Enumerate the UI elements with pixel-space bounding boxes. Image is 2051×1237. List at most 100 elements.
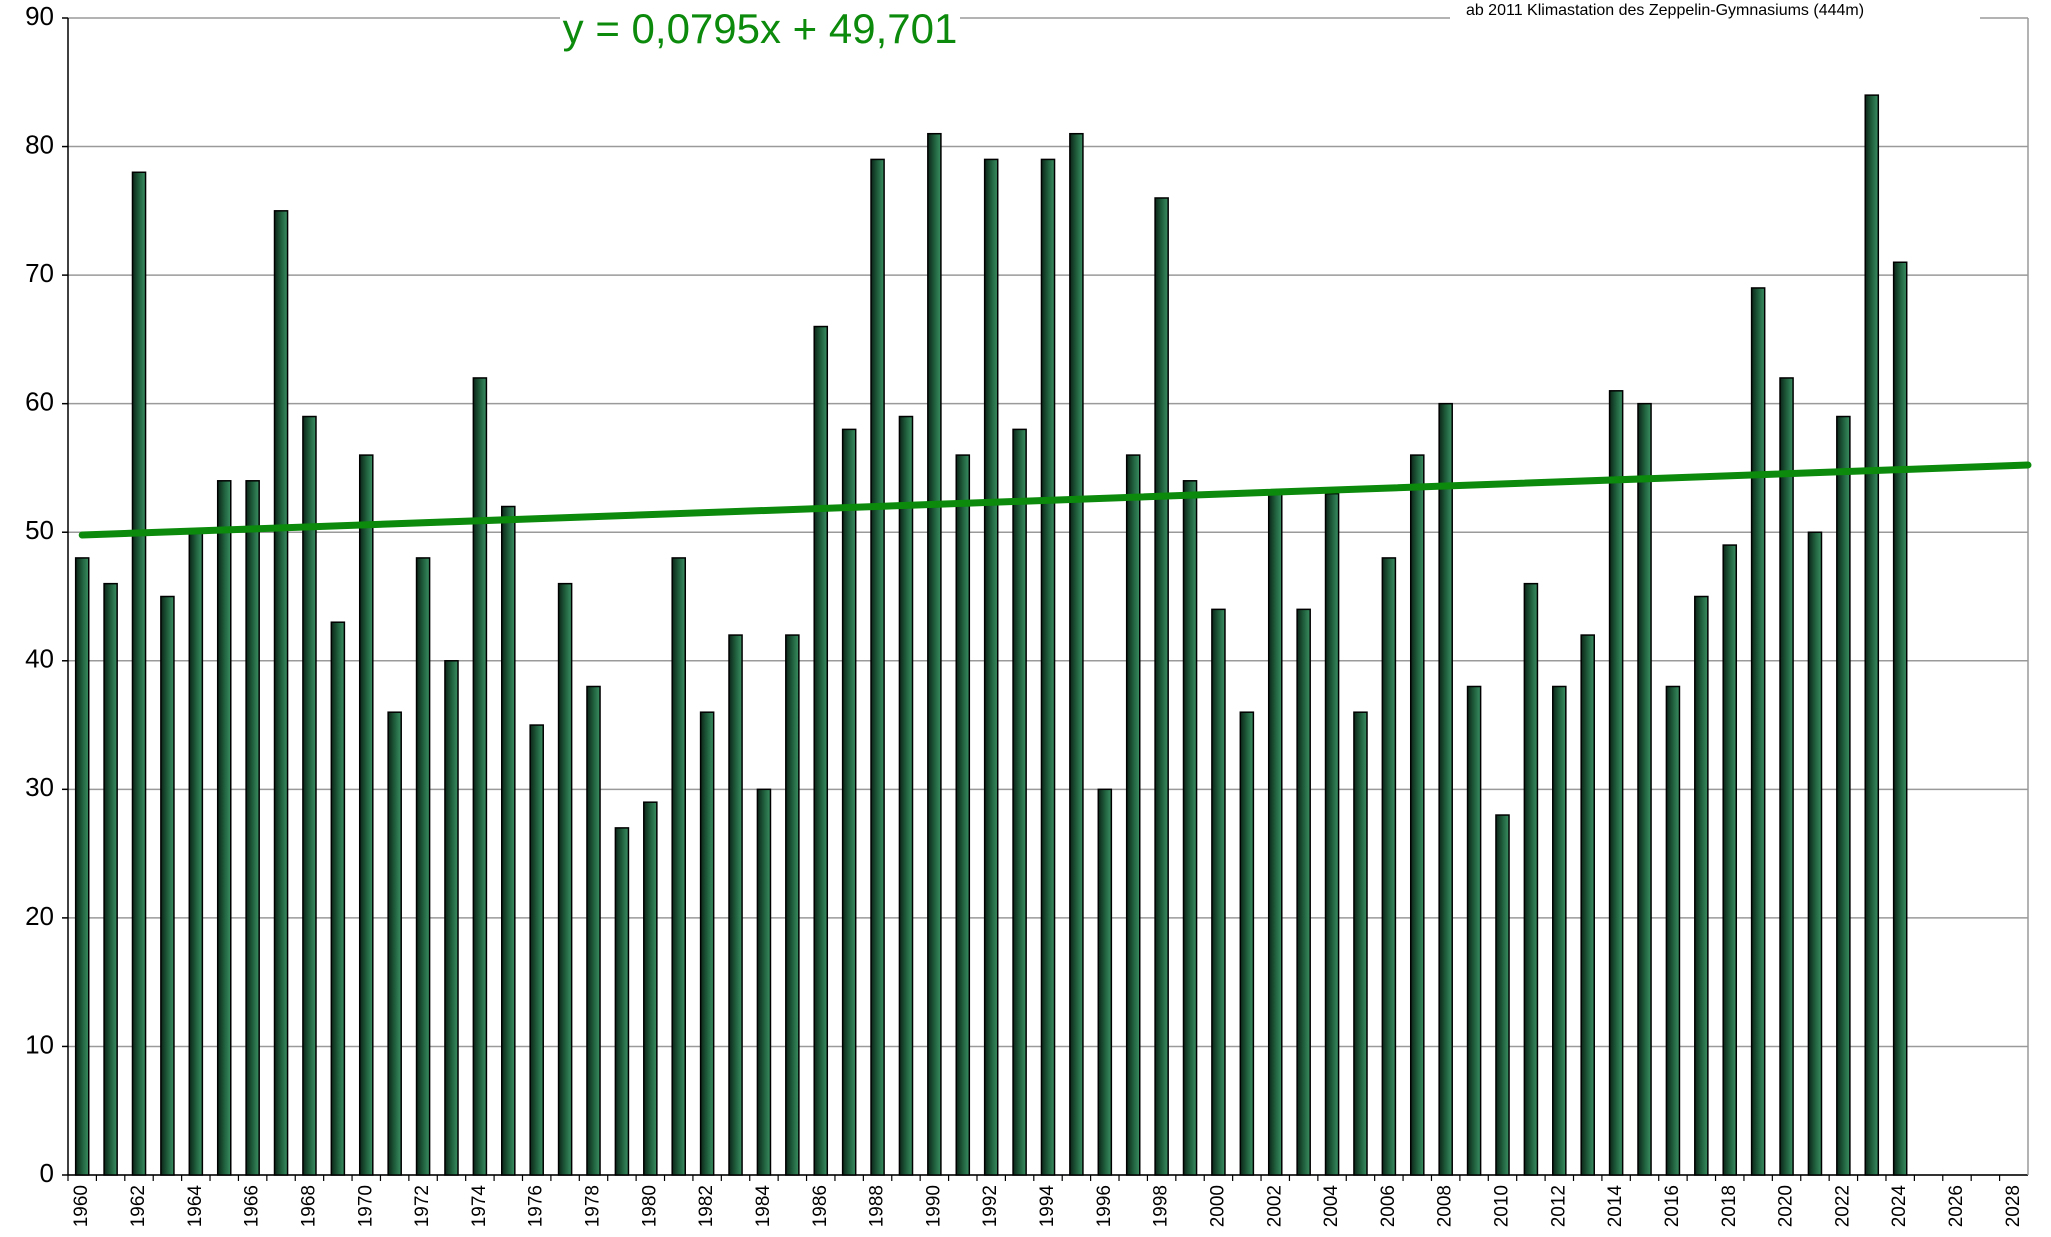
bars (74, 94, 1908, 1176)
x-tick-label: 1970 (355, 1185, 376, 1227)
y-tick-label: 50 (25, 515, 54, 545)
bar (131, 171, 147, 1176)
bar (1466, 685, 1482, 1176)
x-tick-label: 1964 (185, 1185, 206, 1228)
bar (728, 634, 743, 1176)
bar (1353, 711, 1368, 1176)
bar (1324, 492, 1340, 1176)
bar (586, 685, 601, 1176)
x-tick-label: 1974 (469, 1185, 490, 1228)
x-tick-label: 2014 (1605, 1185, 1626, 1228)
bar (785, 634, 800, 1176)
bar (1409, 454, 1425, 1176)
trendline-equation: y = 0,0795x + 49,701 (563, 5, 958, 52)
bar (983, 158, 999, 1176)
bar (614, 827, 630, 1176)
bar (841, 428, 857, 1176)
x-tick-label: 1962 (128, 1185, 149, 1227)
x-tick-label: 2000 (1207, 1185, 1228, 1227)
y-tick-label: 60 (25, 387, 54, 417)
x-tick-label: 1968 (298, 1185, 319, 1227)
bar (1523, 582, 1539, 1176)
bar (358, 454, 374, 1176)
bar (1069, 132, 1084, 1176)
bar (160, 595, 175, 1176)
bar (557, 582, 573, 1176)
bar (1779, 377, 1794, 1176)
bar (1608, 390, 1624, 1176)
bar (472, 377, 488, 1176)
bar (1722, 544, 1738, 1176)
bar (1267, 492, 1283, 1176)
x-tick-label: 2002 (1264, 1185, 1285, 1227)
bar (927, 132, 942, 1176)
x-tick-label: 1996 (1094, 1185, 1115, 1227)
bar (1438, 402, 1453, 1176)
bar (756, 788, 772, 1176)
x-tick-label: 1960 (71, 1185, 92, 1227)
bar (1012, 428, 1027, 1176)
x-tick-label: 1972 (412, 1185, 433, 1227)
x-tick-label: 2012 (1548, 1185, 1569, 1227)
bar (1750, 287, 1766, 1176)
x-tick-label: 1966 (242, 1185, 263, 1227)
bar (1097, 788, 1113, 1176)
x-tick-label: 2020 (1776, 1185, 1797, 1227)
bar (1694, 595, 1709, 1176)
x-tick-label: 2018 (1719, 1185, 1740, 1227)
bar (1892, 261, 1908, 1176)
trendline (78, 461, 2032, 539)
bar (1211, 608, 1226, 1176)
bar (1552, 685, 1567, 1176)
bar (103, 582, 118, 1176)
bar (1495, 814, 1510, 1176)
bar (302, 415, 317, 1176)
y-tick-label: 10 (25, 1029, 54, 1059)
x-tick-label: 2004 (1321, 1185, 1342, 1228)
bar (415, 557, 431, 1176)
equation-bg (560, 8, 960, 58)
bar (188, 531, 204, 1176)
x-tick-label: 1988 (867, 1185, 888, 1227)
bar (216, 480, 232, 1176)
bar (387, 711, 402, 1176)
bar (444, 660, 459, 1176)
x-tick-label: 2026 (1946, 1185, 1967, 1227)
bar (1665, 685, 1681, 1176)
bar (1637, 402, 1652, 1176)
x-tick-label: 2008 (1435, 1185, 1456, 1227)
x-tick-label: 1990 (923, 1185, 944, 1227)
x-tick-label: 1986 (810, 1185, 831, 1227)
bar (74, 557, 90, 1176)
x-tick-label: 2010 (1492, 1185, 1513, 1227)
bar (501, 505, 516, 1176)
bar (1381, 557, 1397, 1176)
bar (330, 621, 346, 1176)
x-tick-label: 1984 (753, 1185, 774, 1228)
bar (1125, 454, 1141, 1176)
bar (671, 557, 687, 1176)
y-tick-label: 80 (25, 129, 54, 159)
bar (955, 454, 971, 1176)
x-tick-label: 2028 (2003, 1185, 2024, 1227)
x-tick-label: 2016 (1662, 1185, 1683, 1227)
bar (245, 480, 260, 1176)
bar (1296, 608, 1311, 1176)
bar (1239, 711, 1255, 1176)
y-tick-label: 90 (25, 1, 54, 31)
x-tick-label: 1992 (980, 1185, 1001, 1227)
x-tick-label: 1980 (639, 1185, 660, 1227)
bar (643, 801, 658, 1176)
bar (870, 158, 885, 1176)
bar (1580, 634, 1595, 1176)
bar (1040, 158, 1056, 1176)
x-tick-label: 2024 (1889, 1185, 1910, 1228)
x-tick-label: 1994 (1037, 1185, 1058, 1228)
x-tick-label: 1978 (583, 1185, 604, 1227)
x-tick-label: 1998 (1151, 1185, 1172, 1227)
bar (1154, 197, 1169, 1176)
x-tick-label: 1976 (526, 1185, 547, 1227)
bar (699, 711, 715, 1176)
bar (813, 325, 829, 1176)
